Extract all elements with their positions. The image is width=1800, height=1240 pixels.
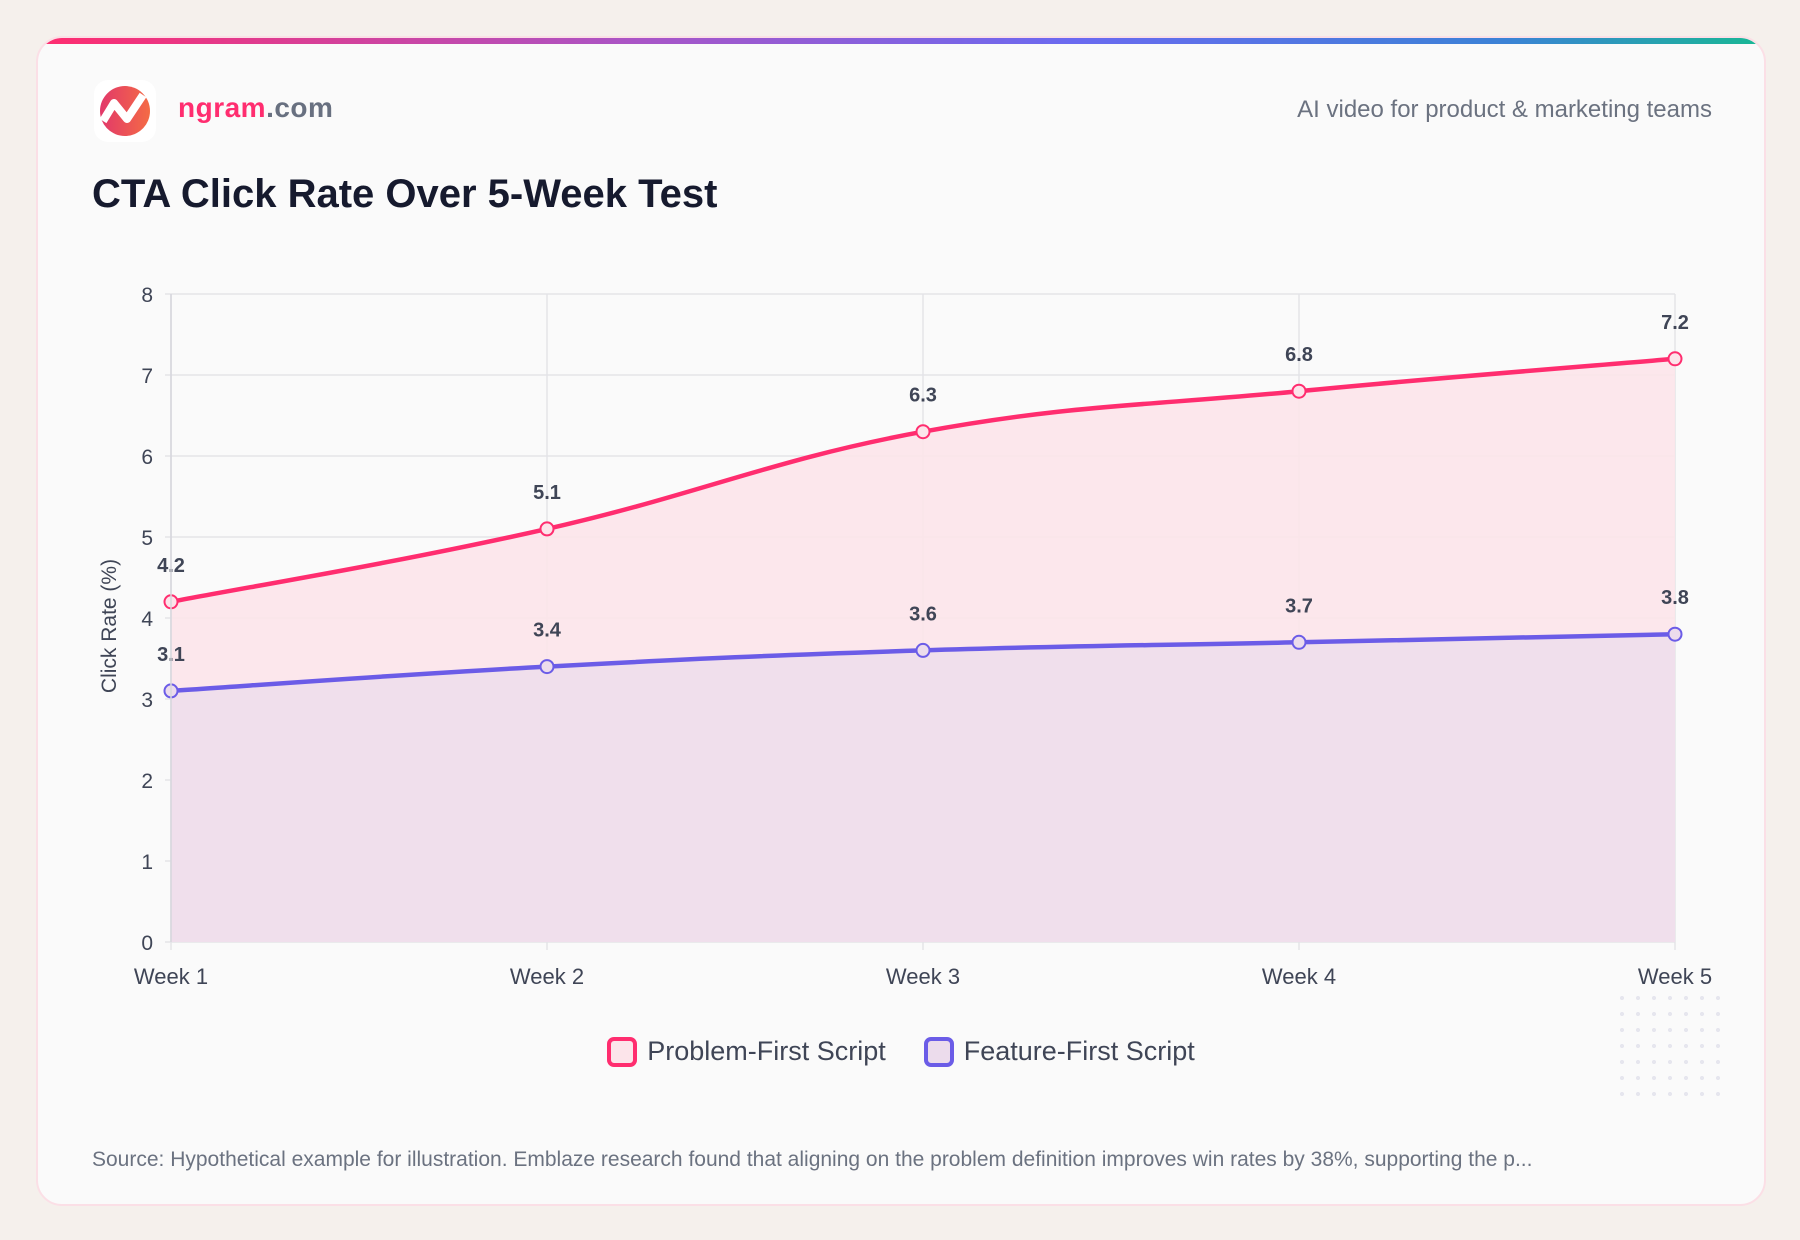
x-tick-label: Week 1 — [134, 964, 208, 989]
data-point — [539, 521, 555, 537]
x-tick-label: Week 3 — [886, 964, 960, 989]
legend-swatch — [923, 1036, 954, 1067]
legend-label: Problem-First Script — [647, 1036, 886, 1066]
data-label: 3.4 — [533, 620, 562, 642]
data-point — [1667, 626, 1683, 642]
series-area — [171, 634, 1675, 942]
data-point — [1667, 351, 1683, 367]
y-tick-label: 3 — [141, 689, 153, 712]
chart-title: CTA Click Rate Over 5-Week Test — [92, 172, 718, 216]
legend-swatch — [607, 1036, 638, 1067]
x-tick-label: Week 2 — [510, 964, 584, 989]
y-tick-label: 7 — [141, 365, 153, 388]
brand-tld: .com — [266, 92, 334, 123]
tagline: AI video for product & marketing teams — [1297, 96, 1712, 123]
y-axis-label: Click Rate (%) — [98, 559, 121, 693]
data-point — [915, 424, 931, 440]
y-tick-label: 2 — [141, 770, 153, 793]
x-tick-label: Week 4 — [1262, 964, 1336, 989]
data-point — [1291, 383, 1307, 399]
legend-item-problem-first[interactable]: Problem-First Script — [607, 1036, 886, 1067]
y-tick-label: 5 — [141, 527, 153, 550]
data-label: 6.3 — [909, 385, 937, 407]
data-point — [1291, 634, 1307, 650]
legend-label: Feature-First Script — [963, 1036, 1195, 1066]
brand-name: ngram.com — [178, 92, 333, 124]
dot-pattern — [1614, 990, 1728, 1108]
data-label: 3.6 — [909, 603, 937, 625]
ngram-logo — [94, 80, 156, 142]
line-chart: 0 1 2 3 4 5 6 7 8 Week 1 Week 2 Week 3 Week 4 Week 5 C… — [98, 284, 1712, 989]
data-point — [539, 659, 555, 675]
data-point — [915, 642, 931, 658]
logo-icon — [99, 86, 150, 136]
y-tick-label: 8 — [141, 284, 153, 307]
data-label: 6.8 — [1285, 344, 1313, 366]
source-note: Source: Hypothetical example for illustr… — [92, 1148, 1533, 1171]
legend-item-feature-first[interactable]: Feature-First Script — [923, 1036, 1195, 1067]
data-label: 5.1 — [533, 482, 561, 504]
y-tick-label: 1 — [141, 851, 153, 874]
legend: Problem-First Script Feature-First Scrip… — [38, 1036, 1764, 1067]
y-tick-label: 0 — [141, 932, 153, 955]
x-tick-label: Week 5 — [1638, 964, 1712, 989]
data-label: 3.7 — [1285, 595, 1313, 617]
y-tick-label: 4 — [141, 608, 153, 631]
chart-card: ngram.com AI video for product & marketi… — [36, 36, 1766, 1206]
y-tick-label: 6 — [141, 446, 153, 469]
data-label: 7.2 — [1661, 312, 1689, 334]
gradient-bar — [38, 38, 1764, 44]
data-label: 3.8 — [1661, 587, 1689, 609]
brand-main: ngram — [178, 92, 267, 123]
